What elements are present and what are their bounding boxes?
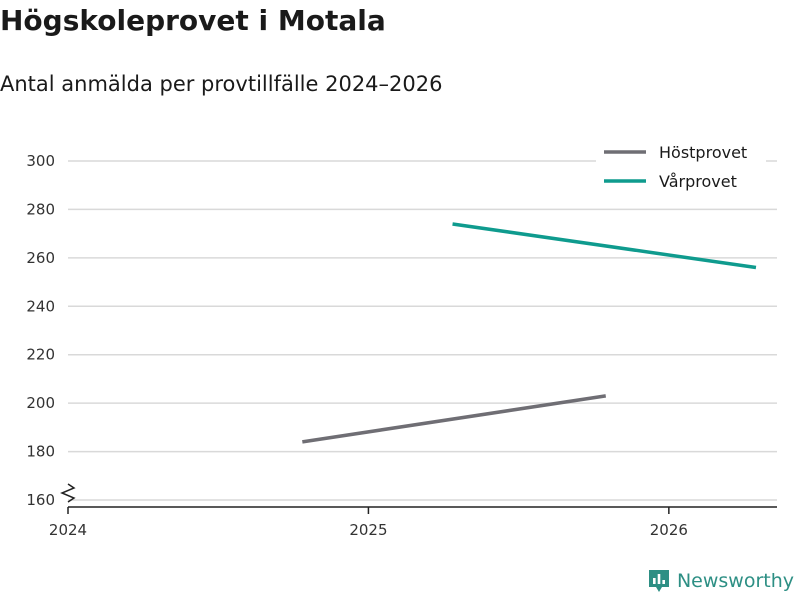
series-line-varprovet xyxy=(452,222,757,270)
axes: 160 180 200 220 240 260 280 300 2024 2025 2026 xyxy=(26,152,777,539)
legend: Höstprovet Vårprovet xyxy=(596,138,766,196)
chart-title: Högskoleprovet i Motala xyxy=(0,4,386,37)
y-tick-label: 240 xyxy=(26,297,55,315)
y-tick-label: 280 xyxy=(26,200,55,218)
brand-name: Newsworthy xyxy=(676,570,794,592)
y-tick-label: 160 xyxy=(26,491,55,509)
y-tick-label: 220 xyxy=(26,346,55,364)
x-tick-label: 2024 xyxy=(49,521,87,539)
gridlines xyxy=(68,160,777,501)
legend-label-varprovet: Vårprovet xyxy=(659,172,737,191)
y-tick-label: 200 xyxy=(26,394,55,412)
y-tick-label: 260 xyxy=(26,249,55,267)
y-tick-label: 180 xyxy=(26,443,55,461)
y-tick-label: 300 xyxy=(26,152,55,170)
legend-background xyxy=(596,138,766,196)
series-lines xyxy=(302,222,757,444)
legend-label-hostprovet: Höstprovet xyxy=(659,143,747,162)
brand-logo: Newsworthy xyxy=(647,568,794,594)
x-tick-label: 2025 xyxy=(349,521,387,539)
bar-chart-badge-icon xyxy=(648,570,669,592)
chart-subtitle: Antal anmälda per provtillfälle 2024–202… xyxy=(0,72,443,96)
x-tick-label: 2026 xyxy=(650,521,688,539)
y-axis-break-icon xyxy=(60,483,76,503)
series-line-hostprovet xyxy=(302,394,607,444)
